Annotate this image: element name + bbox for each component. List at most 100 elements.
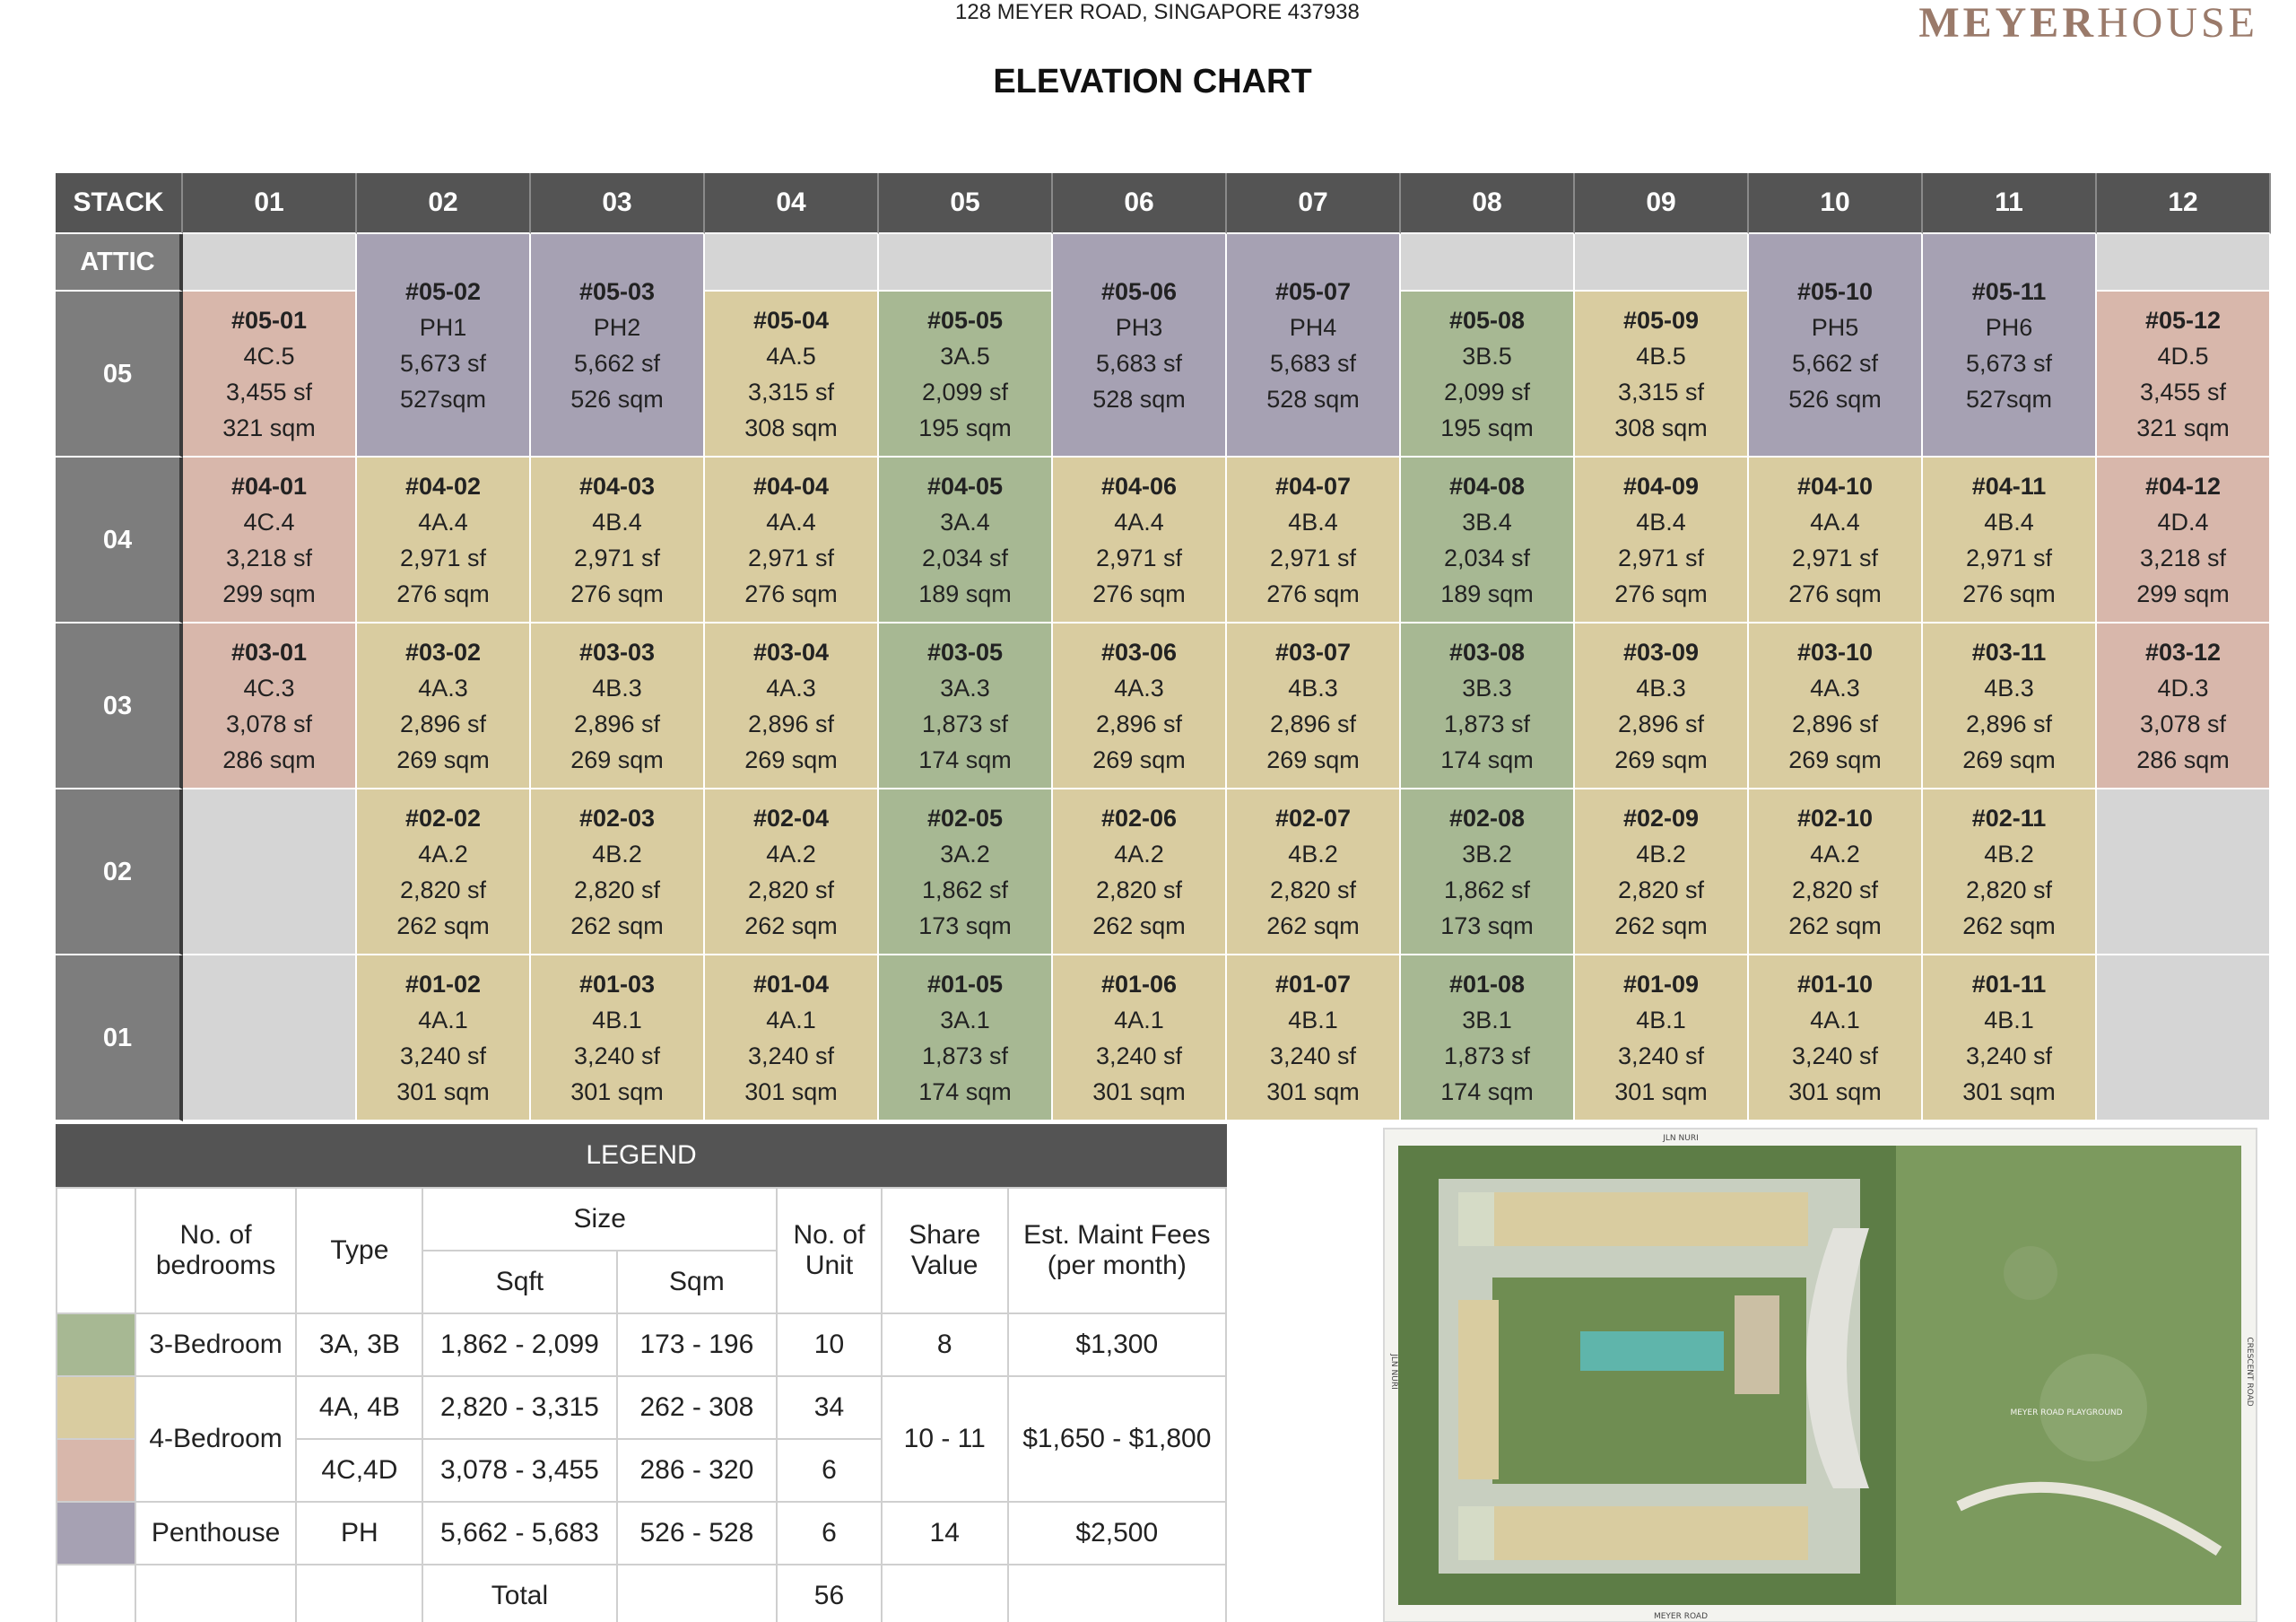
unit-sqm: 262 sqm [1092, 911, 1186, 939]
unit-cell: #05-11 PH6 5,673 sf 527sqm [1923, 234, 2097, 458]
unit-sqft: 1,873 sf [1443, 710, 1531, 737]
unit-sqft: 3,315 sf [747, 378, 835, 406]
unit-type: 4B.1 [1288, 1006, 1338, 1033]
unit-number: #01-09 [1622, 970, 1700, 998]
unit-type: 4B.4 [1288, 508, 1338, 536]
road-label-right: CRESCENT ROAD [2245, 1337, 2254, 1406]
legend-header-sqft: Sqft [422, 1250, 618, 1314]
legend-sqft: 3,078 - 3,455 [422, 1438, 618, 1503]
unit-type: PH5 [1811, 313, 1859, 341]
unit-sqft: 2,971 sf [747, 544, 835, 571]
unit-cell: #04-08 3B.4 2,034 sf 189 sqm [1401, 458, 1575, 624]
unit-sqm: 526 sqm [1788, 385, 1882, 413]
unit-type: 4B.1 [592, 1006, 642, 1033]
unit-type: 4A.4 [1810, 508, 1860, 536]
unit-cell: #02-05 3A.2 1,862 sf 173 sqm [879, 789, 1053, 955]
unit-cell: #03-06 4A.3 2,896 sf 269 sqm [1053, 624, 1227, 789]
unit-sqm: 262 sqm [1962, 911, 2056, 939]
floor-label: 05 [56, 292, 183, 458]
address: 128 MEYER ROAD, SINGAPORE 437938 [955, 0, 1360, 24]
unit-number: #03-06 [1100, 638, 1178, 666]
unit-sqm: 189 sqm [1440, 580, 1534, 607]
unit-sqft: 2,820 sf [1965, 876, 2053, 903]
unit-sqft: 2,820 sf [1095, 876, 1183, 903]
unit-sqft: 2,896 sf [1965, 710, 2053, 737]
site-plan-image: JLN NURI MEYER ROAD JLN NURI CRESCENT RO… [1385, 1129, 2256, 1621]
unit-sqm: 262 sqm [396, 911, 490, 939]
unit-type: 4B.1 [1636, 1006, 1686, 1033]
unit-type: 4D.3 [2157, 674, 2209, 702]
unit-cell: #03-05 3A.3 1,873 sf 174 sqm [879, 624, 1053, 789]
unit-number: #04-03 [578, 472, 656, 500]
unit-sqm: 276 sqm [1266, 580, 1360, 607]
unit-number: #01-07 [1274, 970, 1352, 998]
page-title: ELEVATION CHART [993, 63, 1312, 100]
unit-sqft: 5,673 sf [399, 349, 487, 377]
unit-type: 4A.1 [766, 1006, 816, 1033]
unit-type: 4B.3 [1636, 674, 1686, 702]
unit-cell: #01-02 4A.1 3,240 sf 301 sqm [357, 955, 531, 1121]
unit-cell: #05-04 4A.5 3,315 sf 308 sqm [705, 292, 879, 458]
unit-cell: #03-11 4B.3 2,896 sf 269 sqm [1923, 624, 2097, 789]
unit-sqm: 189 sqm [918, 580, 1012, 607]
unit-sqm: 269 sqm [396, 746, 490, 773]
unit-cell: #01-06 4A.1 3,240 sf 301 sqm [1053, 955, 1227, 1121]
legend-type: 4A, 4B [295, 1375, 424, 1440]
legend-type: PH [295, 1501, 424, 1565]
attic-cell [2097, 234, 2271, 292]
unit-sqft: 3,455 sf [2139, 378, 2227, 406]
unit-type: 3B.3 [1462, 674, 1512, 702]
unit-number: #01-02 [404, 970, 482, 998]
unit-sqm: 301 sqm [1962, 1077, 2056, 1105]
unit-number: #04-10 [1796, 472, 1874, 500]
unit-number: #02-02 [404, 804, 482, 832]
unit-sqft: 5,683 sf [1269, 349, 1357, 377]
legend-empty [295, 1564, 424, 1622]
unit-cell: #04-03 4B.4 2,971 sf 276 sqm [531, 458, 705, 624]
unit-number: #02-06 [1100, 804, 1178, 832]
unit-sqm: 321 sqm [2136, 414, 2230, 441]
unit-sqft: 3,240 sf [1965, 1042, 2053, 1069]
unit-cell: #01-03 4B.1 3,240 sf 301 sqm [531, 955, 705, 1121]
unit-sqm: 276 sqm [396, 580, 490, 607]
floor-label-attic: ATTIC [56, 234, 183, 292]
unit-cell: #03-07 4B.3 2,896 sf 269 sqm [1227, 624, 1401, 789]
unit-cell: #02-10 4A.2 2,820 sf 262 sqm [1749, 789, 1923, 955]
unit-type: 3B.5 [1462, 342, 1512, 370]
unit-sqft: 2,820 sf [573, 876, 661, 903]
unit-sqm: 262 sqm [1788, 911, 1882, 939]
driveway [1806, 1228, 1869, 1488]
unit-cell: #04-06 4A.4 2,971 sf 276 sqm [1053, 458, 1227, 624]
unit-sqm: 269 sqm [1614, 746, 1708, 773]
unit-sqft: 2,034 sf [1443, 544, 1531, 571]
unit-sqm: 269 sqm [744, 746, 838, 773]
legend-header-bedrooms: No. of bedrooms [134, 1187, 298, 1314]
unit-cell: #03-04 4A.3 2,896 sf 269 sqm [705, 624, 879, 789]
unit-number: #04-04 [752, 472, 830, 500]
unit-type: 3A.3 [940, 674, 990, 702]
legend-sqft: 2,820 - 3,315 [422, 1375, 618, 1440]
unit-sqm: 269 sqm [1962, 746, 2056, 773]
unit-type: PH4 [1289, 313, 1337, 341]
unit-sqm: 276 sqm [1092, 580, 1186, 607]
unit-type: 4B.1 [1984, 1006, 2034, 1033]
unit-number: #01-10 [1796, 970, 1874, 998]
brand-logo: MEYERHOUSE [1918, 0, 2258, 47]
unit-sqm: 276 sqm [1614, 580, 1708, 607]
unit-number: #02-09 [1622, 804, 1700, 832]
unit-number: #03-01 [230, 638, 308, 666]
unit-cell: #04-10 4A.4 2,971 sf 276 sqm [1749, 458, 1923, 624]
unit-number: #04-12 [2144, 472, 2222, 500]
unit-number: #03-09 [1622, 638, 1700, 666]
unit-sqft: 2,971 sf [573, 544, 661, 571]
unit-sqft: 3,240 sf [573, 1042, 661, 1069]
unit-cell: #05-08 3B.5 2,099 sf 195 sqm [1401, 292, 1575, 458]
unit-sqft: 2,896 sf [747, 710, 835, 737]
legend-header-share: Share Value [880, 1187, 1009, 1314]
unit-number: #02-04 [752, 804, 830, 832]
unit-number: #01-03 [578, 970, 656, 998]
legend-sqm: 286 - 320 [615, 1438, 778, 1503]
attic-cell [1401, 234, 1575, 292]
unit-type: 4B.4 [1636, 508, 1686, 536]
unit-cell: #02-07 4B.2 2,820 sf 262 sqm [1227, 789, 1401, 955]
